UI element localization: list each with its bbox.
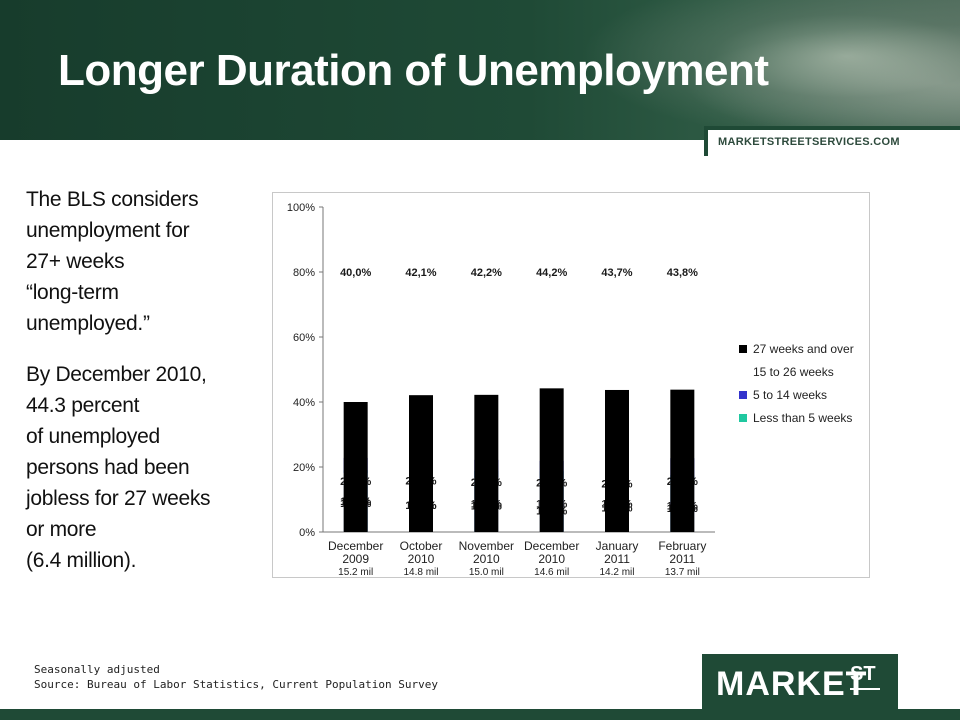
text-line: “long-term — [26, 281, 119, 304]
x-tick-label: December — [328, 539, 383, 553]
bar-segment — [670, 389, 695, 532]
bar-segment — [474, 394, 499, 532]
y-tick-label: 0% — [299, 527, 315, 539]
total-label: 15.2 mil — [338, 567, 373, 577]
data-label: 42,1% — [405, 267, 436, 279]
y-tick-label: 60% — [293, 332, 315, 344]
x-tick-label: October — [400, 539, 443, 553]
text-line: of unemployed — [26, 425, 160, 448]
x-tick-label: January — [596, 539, 639, 553]
data-label: 42,2% — [471, 267, 502, 279]
sidebar-paragraph-stat: By December 2010, 44.3 percent of unempl… — [26, 359, 266, 576]
total-label: 14.6 mil — [534, 567, 569, 577]
x-tick-label: 2011 — [669, 552, 695, 566]
logo-underline — [850, 688, 880, 690]
data-label: 43,8% — [667, 267, 698, 279]
data-label: 44,2% — [536, 267, 567, 279]
y-tick-label: 80% — [293, 267, 315, 279]
total-label: 14.8 mil — [403, 567, 438, 577]
text-line: 44.3 percent — [26, 394, 140, 417]
x-tick-label: February — [658, 539, 706, 553]
text-line: The BLS considers — [26, 188, 199, 211]
legend-swatch — [739, 345, 747, 353]
footnote: Seasonally adjusted Source: Bureau of La… — [34, 662, 438, 692]
legend-entry: Less than 5 weeks — [753, 411, 852, 425]
y-tick-label: 40% — [293, 397, 315, 409]
total-label: 14.2 mil — [599, 567, 634, 577]
market-st-logo: MARKET ST — [702, 654, 898, 712]
footnote-source: Source: Bureau of Labor Statistics, Curr… — [34, 678, 438, 691]
logo-suffix: ST — [850, 663, 876, 685]
text-line: jobless for 27 weeks — [26, 487, 211, 510]
x-tick-label: 2010 — [538, 552, 565, 566]
footer-bar — [0, 709, 960, 720]
x-tick-label: 2011 — [604, 552, 630, 566]
data-label: 40,0% — [340, 267, 371, 279]
logo-word: MARKET — [716, 665, 868, 703]
total-label: 13.7 mil — [665, 567, 700, 577]
x-tick-label: 2010 — [408, 552, 435, 566]
x-tick-label: December — [524, 539, 579, 553]
bar-segment — [409, 395, 433, 532]
text-line: (6.4 million). — [26, 549, 137, 572]
header-photo — [580, 0, 960, 140]
chart-container: 0%20%40%60%80%100%19,0%22,8%18,2%40,0%De… — [272, 192, 870, 578]
sidebar-paragraph-definition: The BLS considers unemployment for 27+ w… — [26, 184, 266, 339]
text-line: persons had been — [26, 456, 190, 479]
text-line: By December 2010, — [26, 363, 207, 386]
site-url[interactable]: MARKETSTREETSERVICES.COM — [718, 136, 900, 148]
text-line: unemployment for — [26, 219, 190, 242]
legend-swatch — [739, 414, 747, 422]
bar-segment — [539, 388, 564, 532]
data-label: 43,7% — [601, 267, 632, 279]
x-tick-label: 2010 — [473, 552, 500, 566]
legend-entry: 27 weeks and over — [753, 342, 854, 356]
x-tick-label: November — [459, 539, 514, 553]
legend-entry: 15 to 26 weeks — [753, 365, 834, 379]
x-tick-label: 2009 — [342, 552, 369, 566]
footnote-adjustment: Seasonally adjusted — [34, 663, 160, 676]
legend-swatch — [739, 368, 747, 376]
text-line: or more — [26, 518, 97, 541]
page-title: Longer Duration of Unemployment — [58, 46, 769, 95]
legend-swatch — [739, 391, 747, 399]
header-banner: Longer Duration of Unemployment — [0, 0, 960, 140]
brand-strip: MARKETSTREETSERVICES.COM — [704, 126, 960, 156]
bar-segment — [343, 402, 368, 532]
legend-entry: 5 to 14 weeks — [753, 388, 827, 402]
text-line: 27+ weeks — [26, 250, 125, 273]
stacked-bar-chart: 0%20%40%60%80%100%19,0%22,8%18,2%40,0%De… — [287, 202, 854, 577]
text-line: unemployed.” — [26, 312, 150, 335]
y-tick-label: 100% — [287, 202, 315, 214]
total-label: 15.0 mil — [469, 567, 504, 577]
bar-segment — [605, 389, 629, 532]
y-tick-label: 20% — [293, 462, 315, 474]
sidebar-text: The BLS considers unemployment for 27+ w… — [26, 184, 266, 576]
